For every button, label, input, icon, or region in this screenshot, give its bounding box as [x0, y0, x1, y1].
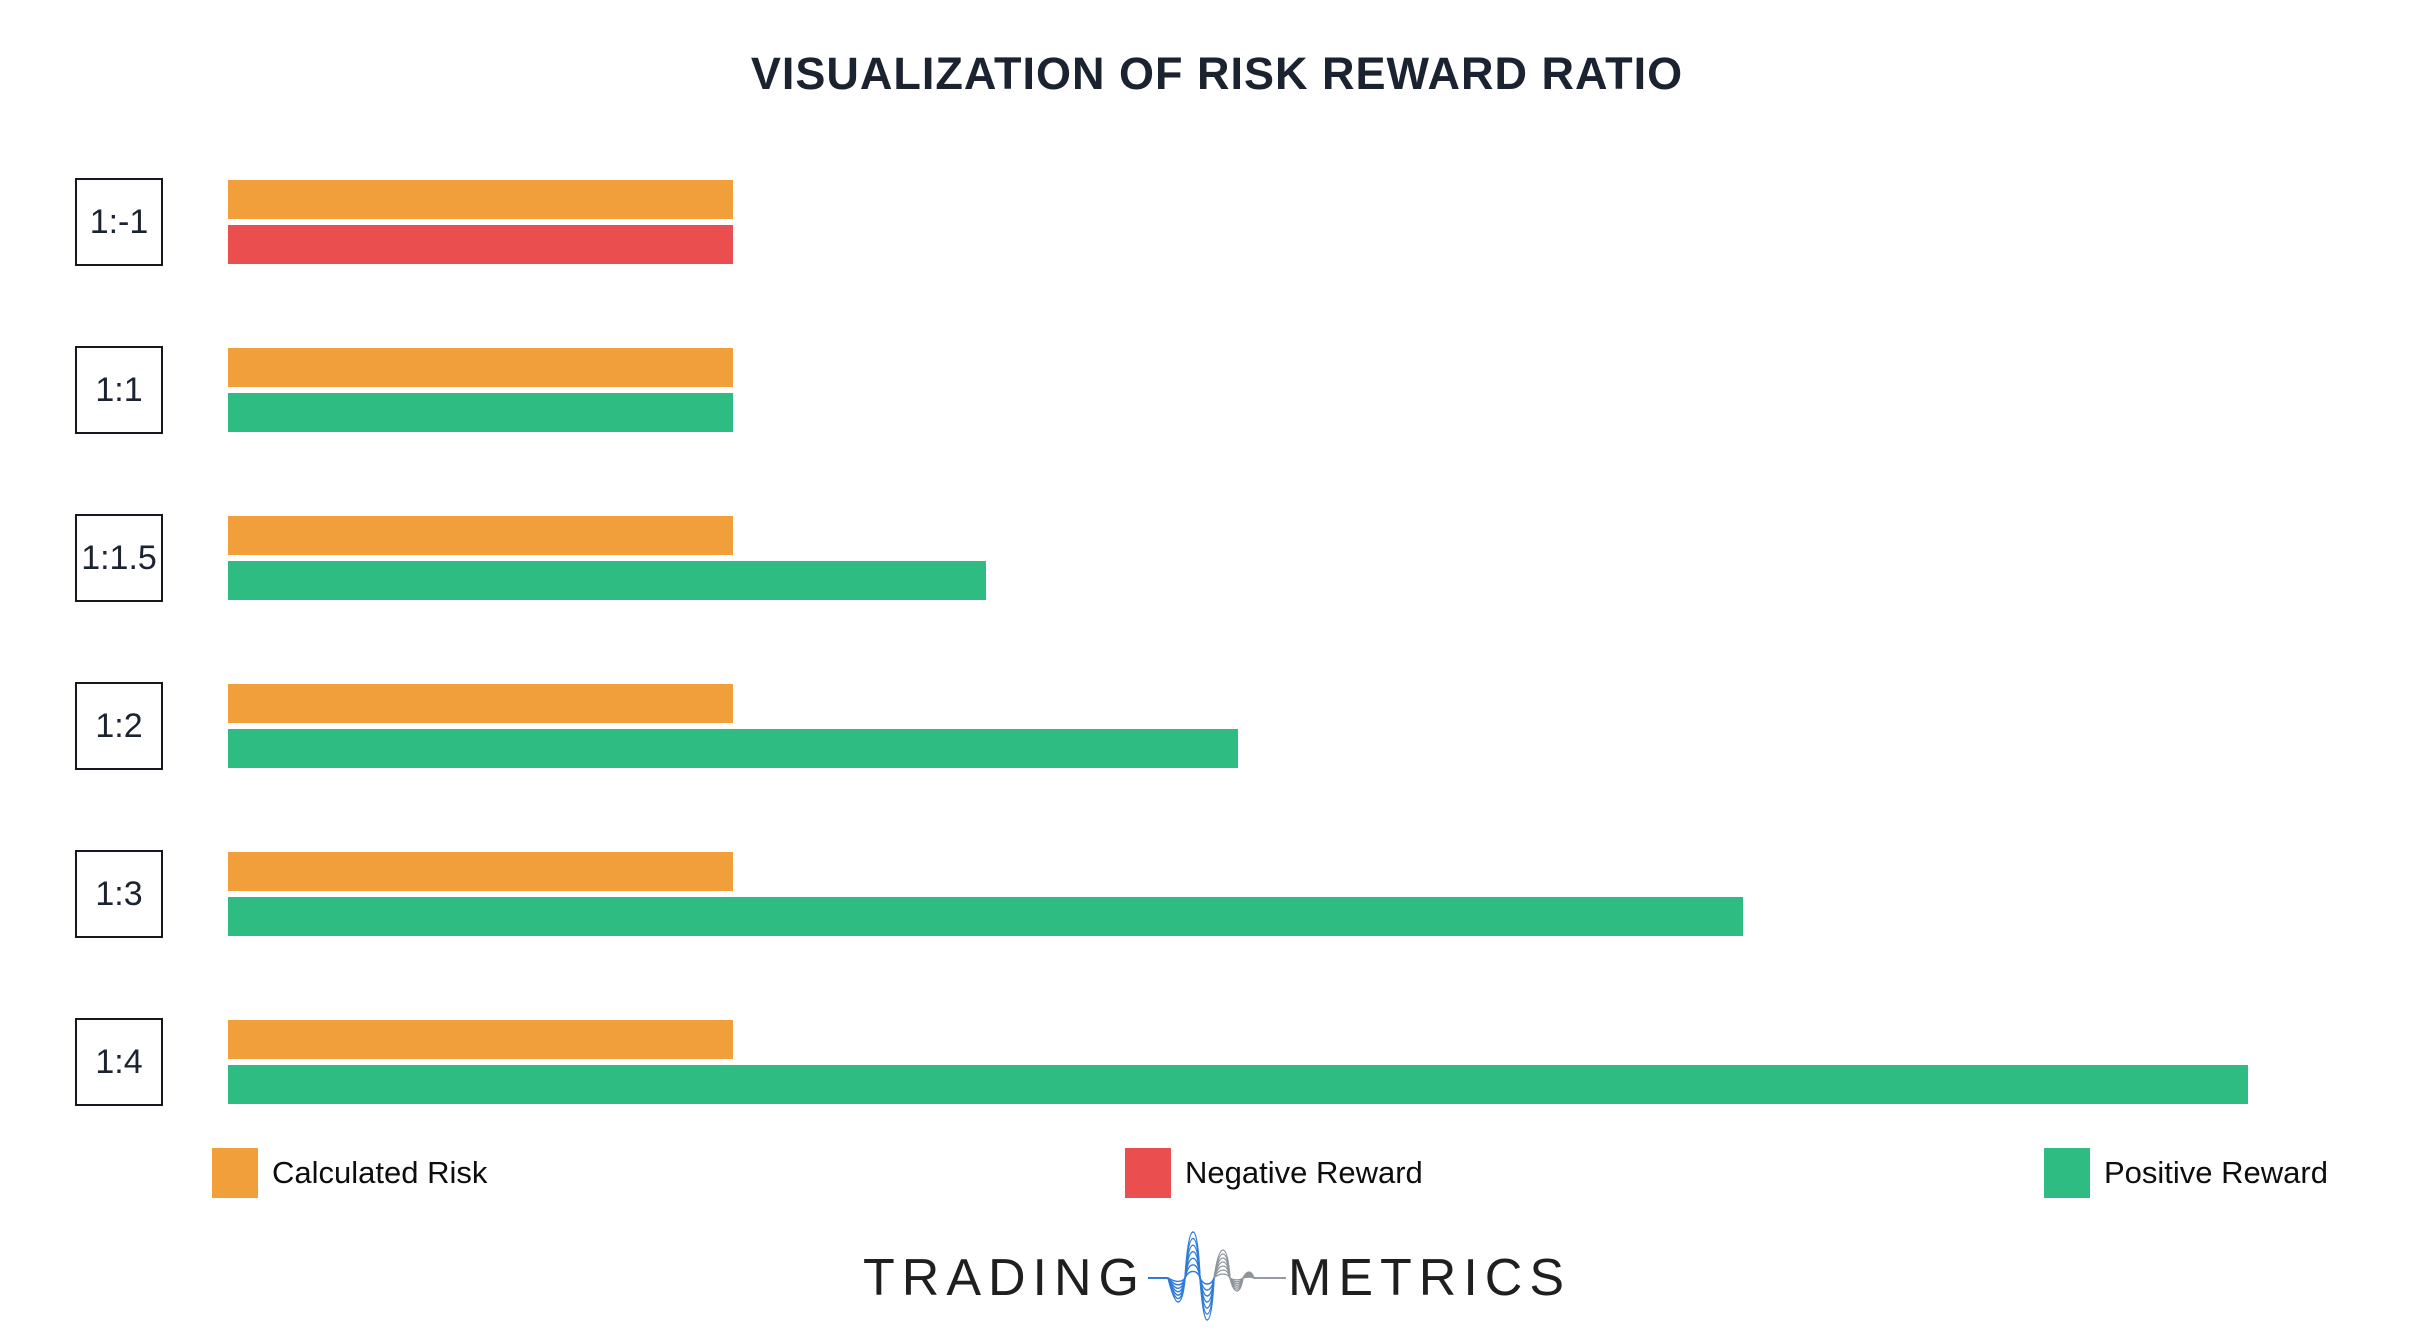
risk-bar: [228, 684, 733, 723]
negative-reward-swatch-icon: [1125, 1148, 1171, 1198]
chart-row: 1:-1: [0, 178, 2434, 266]
risk-bar: [228, 1020, 733, 1059]
ratio-label: 1:3: [95, 874, 143, 913]
ratio-label-box: 1:2: [75, 682, 163, 770]
trading-metrics-logo: TRADING METRICS: [863, 1228, 1571, 1328]
brand-word-right: METRICS: [1288, 1249, 1571, 1307]
ratio-label: 1:4: [95, 1042, 143, 1081]
chart-row: 1:2: [0, 682, 2434, 770]
risk-swatch-icon: [212, 1148, 258, 1198]
ratio-label-box: 1:1: [75, 346, 163, 434]
legend-label: Positive Reward: [2104, 1155, 2328, 1190]
waveform-icon: [1148, 1231, 1286, 1321]
ratio-label-box: 1:1.5: [75, 514, 163, 602]
legend-item-calculated-risk: Calculated Risk: [212, 1147, 487, 1199]
chart-title: VISUALIZATION OF RISK REWARD RATIO: [750, 48, 1684, 99]
reward-bar: [228, 225, 733, 264]
chart-row: 1:3: [0, 850, 2434, 938]
ratio-label-box: 1:3: [75, 850, 163, 938]
chart-row: 1:1: [0, 346, 2434, 434]
legend-label: Calculated Risk: [272, 1155, 488, 1190]
risk-bar: [228, 516, 733, 555]
ratio-label: 1:1.5: [81, 538, 157, 577]
ratio-label: 1:2: [95, 706, 143, 745]
risk-bar: [228, 852, 733, 891]
ratio-label-box: 1:4: [75, 1018, 163, 1106]
positive-reward-swatch-icon: [2044, 1148, 2090, 1198]
ratio-label: 1:-1: [89, 202, 149, 241]
risk-bar: [228, 348, 733, 387]
reward-bar: [228, 561, 986, 600]
legend-item-positive-reward: Positive Reward: [2044, 1147, 2328, 1199]
reward-bar: [228, 393, 733, 432]
reward-bar: [228, 897, 1743, 936]
legend-item-negative-reward: Negative Reward: [1125, 1147, 1423, 1199]
ratio-label: 1:1: [95, 370, 143, 409]
reward-bar: [228, 729, 1238, 768]
legend-label: Negative Reward: [1185, 1155, 1423, 1190]
chart-legend: Calculated Risk Negative Reward Positive…: [0, 1147, 2434, 1199]
brand-word-left: TRADING: [863, 1249, 1146, 1307]
chart-row: 1:4: [0, 1018, 2434, 1106]
chart-row: 1:1.5: [0, 514, 2434, 602]
reward-bar: [228, 1065, 2248, 1104]
risk-bar: [228, 180, 733, 219]
ratio-label-box: 1:-1: [75, 178, 163, 266]
